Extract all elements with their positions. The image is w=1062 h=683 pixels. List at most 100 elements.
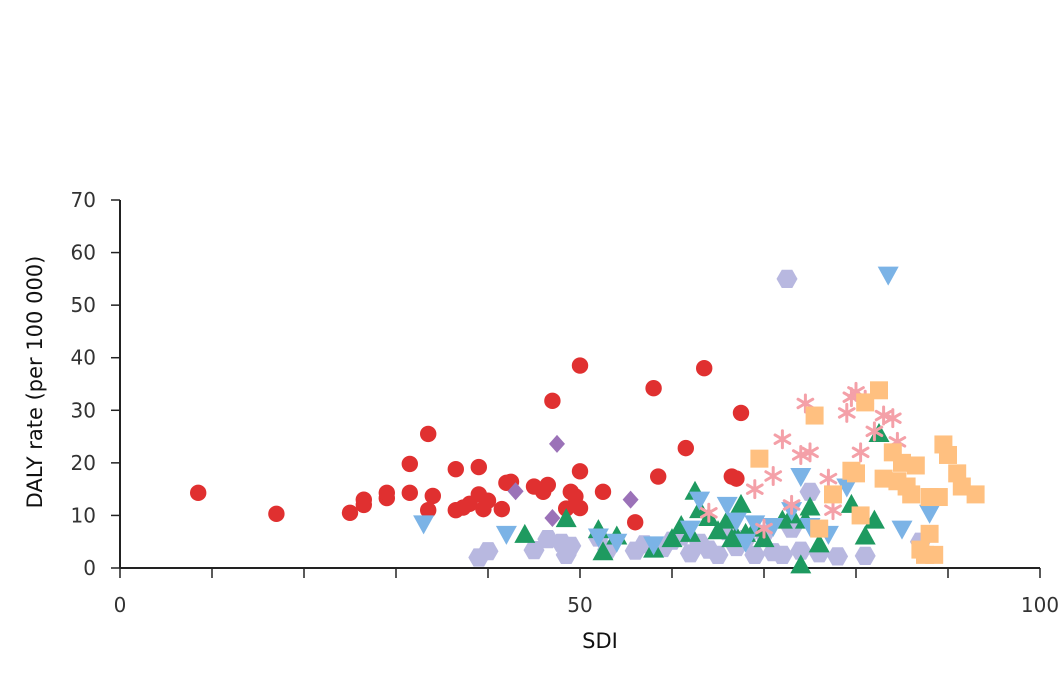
hexagon-point [854,546,876,565]
y-tick-label: 10 [71,503,96,527]
triangle-down-point [762,517,784,537]
hexagon-point [790,541,812,560]
asterisk-point [791,444,810,465]
square-point [966,485,985,504]
circle-point [355,491,372,508]
triangle-down-point [716,496,738,516]
asterisk-point [837,402,856,423]
chart-marks [190,266,985,574]
triangle-up-point [854,525,876,545]
circle-point [401,484,418,502]
y-tick-label: 50 [71,293,96,317]
square-point [847,464,865,483]
asterisk-point [745,479,764,500]
hexagon-point [560,536,582,555]
asterisk-point [874,405,893,426]
circle-point [571,357,589,374]
asterisk-point [801,442,819,463]
square-point [952,477,971,496]
triangle-down-point [877,266,899,286]
square-point [750,449,769,468]
triangle-down-point [495,525,517,545]
asterisk-point [755,518,773,539]
asterisk-point [824,500,842,521]
y-axis-title: DALY rate (per 100 000) [23,256,47,509]
triangle-up-point [799,496,821,516]
hexagon-point [799,482,821,501]
circle-point [544,392,561,410]
circle-point [539,476,556,494]
triangle-down-point [836,478,858,498]
square-point [870,381,888,400]
diamond-point [549,434,565,453]
x-tick-label: 0 [114,593,127,617]
hexagon-point [771,545,793,564]
circle-point [645,380,662,397]
asterisk-point [819,468,838,489]
triangle-up-point [808,533,830,553]
asterisk-point [883,408,902,429]
triangle-up-point [707,520,729,540]
square-point [805,406,824,425]
x-axis-title: SDI [582,629,618,653]
square-point [856,393,875,412]
triangle-down-point [725,512,747,532]
triangle-down-point [679,520,701,540]
square-point [920,524,939,543]
circle-point [728,470,745,487]
chart-axes: 0 50 100 0 10 20 30 40 50 60 70 [71,188,1060,617]
asterisk-point [796,393,815,414]
triangle-down-point [587,528,609,548]
y-tick-label: 30 [71,398,96,422]
hexagon-point [523,541,545,560]
hexagon-point [827,547,849,566]
square-point [810,519,829,538]
circle-point [732,404,750,422]
square-point [824,485,842,504]
circle-point [424,487,441,505]
hexagon-point [707,545,729,564]
circle-point [627,514,644,531]
triangle-down-point [606,533,628,553]
x-tick-label: 50 [567,593,592,617]
circle-point [378,484,395,502]
circle-point [420,501,437,519]
square-point [939,445,957,464]
triangle-down-point [891,520,913,540]
triangle-down-point [643,536,665,556]
circle-point [493,500,510,518]
circle-point [190,484,207,502]
asterisk-point [782,494,801,515]
hexagon-point [776,269,798,288]
triangle-down-point [744,515,766,535]
triangle-up-point [730,493,752,513]
y-tick-label: 0 [83,556,96,580]
triangle-down-point [919,504,941,524]
triangle-up-point [514,523,536,543]
circle-point [420,425,437,443]
circle-point [401,455,418,473]
diamond-point [544,509,561,528]
triangle-down-point [689,491,711,511]
circle-point [696,360,713,377]
circle-point [650,468,667,485]
circle-point [268,505,285,523]
hexagon-point [744,545,766,564]
square-point [893,453,911,472]
triangle-down-point [413,515,435,535]
circle-point [447,460,464,478]
square-point [902,485,921,504]
circle-point [677,439,694,457]
x-tick-label: 100 [1021,593,1059,617]
square-point [851,506,870,525]
triangle-up-point [555,508,577,528]
triangle-down-point [735,533,757,553]
square-point [925,545,944,564]
asterisk-point [851,442,870,463]
asterisk-point [764,466,783,486]
triangle-up-point [592,541,614,561]
circle-point [470,458,487,476]
diamond-point [622,490,639,509]
circle-point [479,492,497,509]
